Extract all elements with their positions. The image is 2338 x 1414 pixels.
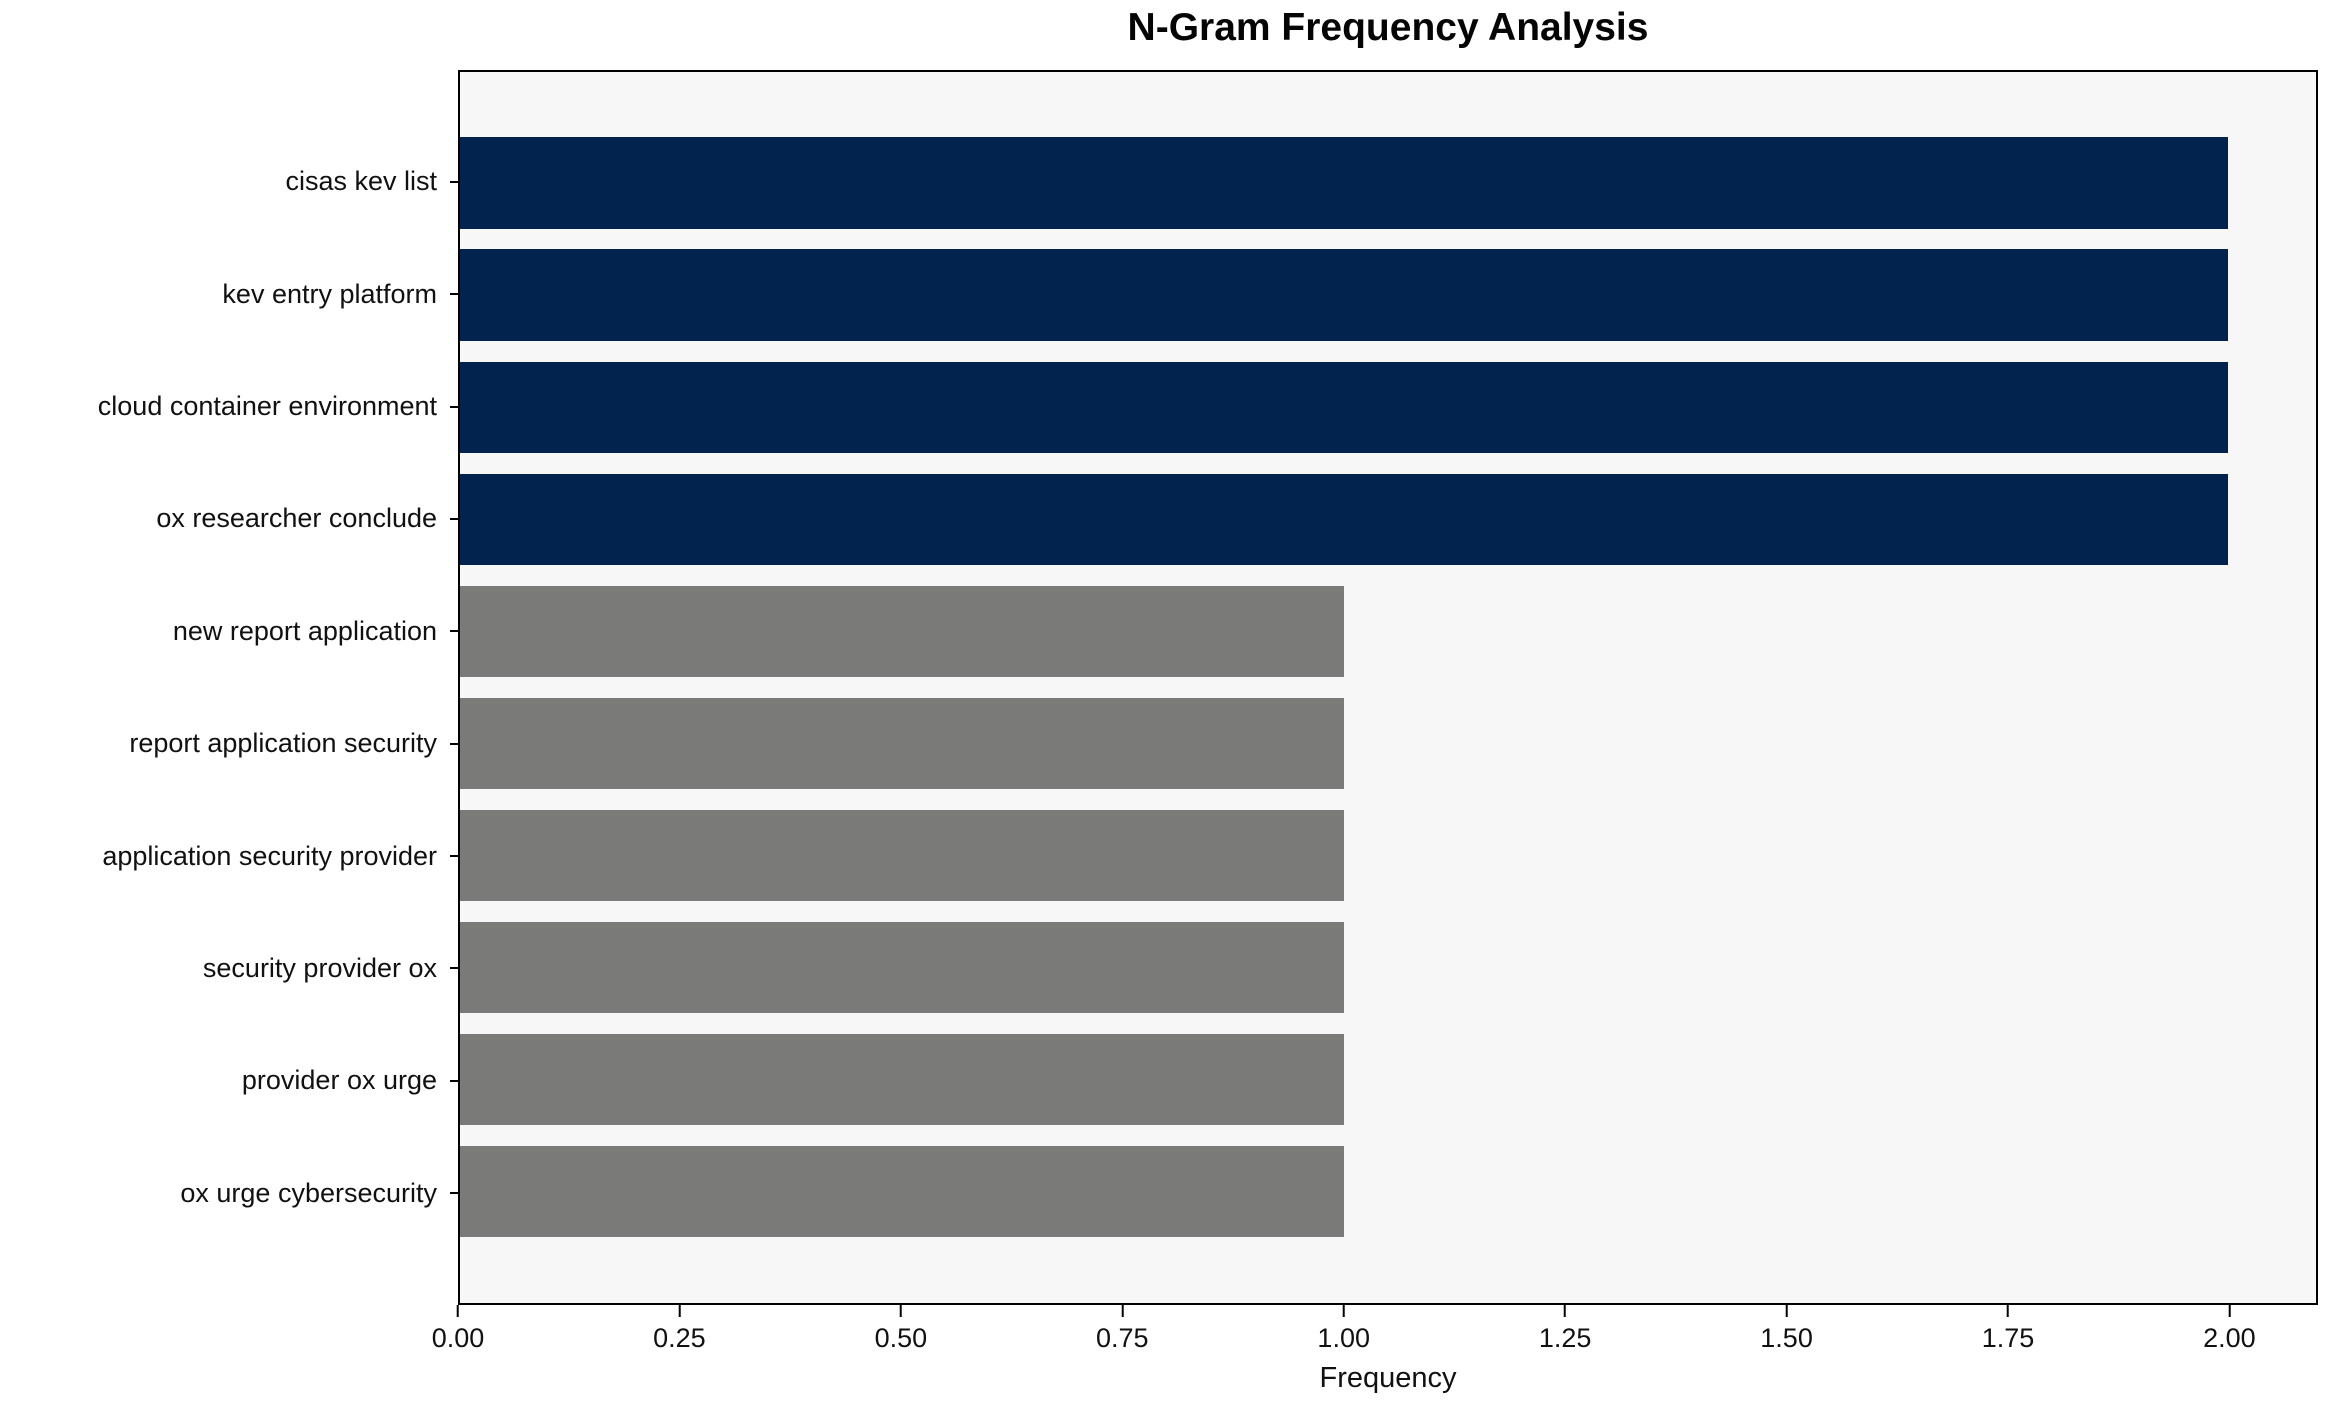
bar — [460, 697, 1344, 790]
x-tick-mark — [457, 1305, 459, 1317]
y-tick-label: security provider ox — [202, 952, 437, 983]
x-tick: 1.50 — [1760, 1305, 1813, 1354]
x-tick-mark — [2007, 1305, 2009, 1317]
bar-row — [460, 463, 2316, 575]
bar — [460, 585, 1344, 678]
x-tick-mark — [2228, 1305, 2231, 1317]
x-tick-label: 1.50 — [1760, 1323, 1813, 1353]
x-tick-label: 1.75 — [1981, 1323, 2035, 1353]
chart-title: N-Gram Frequency Analysis — [1127, 6, 1649, 49]
y-tick-label: report application security — [129, 728, 437, 759]
bar — [460, 473, 2228, 566]
bar-row — [460, 127, 2316, 239]
bar — [460, 137, 2228, 230]
y-tick-mark — [450, 1079, 458, 1082]
y-axis-labels: cisas kev list kev entry platform cloud co… — [0, 126, 458, 1250]
y-tick-label: new report application — [172, 615, 437, 646]
x-tick: 1.25 — [1538, 1305, 1592, 1354]
bar-row — [460, 351, 2316, 463]
plot-area — [458, 70, 2318, 1305]
y-row: provider ox urge — [0, 1025, 458, 1137]
x-tick-mark — [1342, 1305, 1345, 1317]
x-tick-label: 2.00 — [2203, 1323, 2256, 1353]
y-row: security provider ox — [0, 912, 458, 1024]
x-axis: 0.00 0.25 0.50 0.75 1.00 1.25 1.50 1.75 2.00 — [432, 1305, 2318, 1375]
x-tick-mark — [899, 1305, 902, 1317]
y-row: new report application — [0, 575, 458, 687]
x-tick-mark — [1785, 1305, 1788, 1317]
bar-row — [460, 912, 2316, 1024]
y-tick-label: cisas kev list — [285, 166, 437, 197]
x-tick-label: 0.50 — [874, 1323, 928, 1353]
x-tick-mark — [678, 1305, 681, 1317]
y-tick-mark — [450, 517, 458, 520]
y-tick-label: ox urge cybersecurity — [180, 1177, 437, 1208]
y-tick-label: application security provider — [102, 840, 437, 871]
y-tick-label: ox researcher conclude — [156, 503, 437, 534]
x-tick-label: 0.00 — [431, 1323, 485, 1353]
x-tick-label: 1.00 — [1317, 1323, 1370, 1353]
y-row: cloud container environment — [0, 350, 458, 462]
x-tick: 0.00 — [431, 1305, 485, 1354]
y-tick-mark — [450, 180, 458, 183]
x-tick-mark — [1121, 1305, 1124, 1317]
y-tick-mark — [450, 967, 458, 970]
x-tick-label: 0.25 — [653, 1323, 706, 1353]
y-row: report application security — [0, 688, 458, 800]
y-row: cisas kev list — [0, 126, 458, 238]
x-tick: 0.75 — [1096, 1305, 1149, 1354]
y-tick-mark — [450, 855, 458, 858]
y-tick-mark — [450, 405, 458, 408]
y-row: application security provider — [0, 800, 458, 912]
y-axis: cisas kev list kev entry platform cloud co… — [0, 70, 458, 1305]
bars-region — [460, 127, 2316, 1247]
bar — [460, 249, 2228, 342]
x-tick-label: 0.75 — [1096, 1323, 1149, 1353]
x-tick-mark — [1564, 1305, 1567, 1317]
x-axis-title: Frequency — [1319, 1362, 1457, 1394]
x-tick: 2.00 — [2203, 1305, 2256, 1354]
x-tick: 1.75 — [1981, 1305, 2035, 1354]
y-row: ox urge cybersecurity — [0, 1137, 458, 1249]
bar-row — [460, 799, 2316, 911]
y-row: kev entry platform — [0, 238, 458, 350]
bar — [460, 1033, 1344, 1126]
y-row: ox researcher conclude — [0, 463, 458, 575]
bar-row — [460, 1024, 2316, 1136]
y-tick-mark — [450, 1192, 458, 1195]
bar — [460, 361, 2228, 454]
y-tick-mark — [450, 630, 458, 633]
bar — [460, 809, 1344, 902]
bar — [460, 1145, 1344, 1238]
bar-row — [460, 575, 2316, 687]
x-tick-label: 1.25 — [1538, 1323, 1592, 1353]
bar-row — [460, 1136, 2316, 1248]
bar-row — [460, 239, 2316, 351]
bar — [460, 921, 1344, 1014]
y-tick-label: provider ox urge — [241, 1065, 437, 1096]
x-tick: 0.50 — [874, 1305, 928, 1354]
y-tick-label: cloud container environment — [97, 391, 437, 422]
x-tick: 0.25 — [653, 1305, 706, 1354]
y-tick-mark — [450, 293, 458, 296]
x-tick: 1.00 — [1317, 1305, 1370, 1354]
y-tick-mark — [450, 742, 458, 745]
y-tick-label: kev entry platform — [222, 278, 437, 309]
bar-row — [460, 687, 2316, 799]
